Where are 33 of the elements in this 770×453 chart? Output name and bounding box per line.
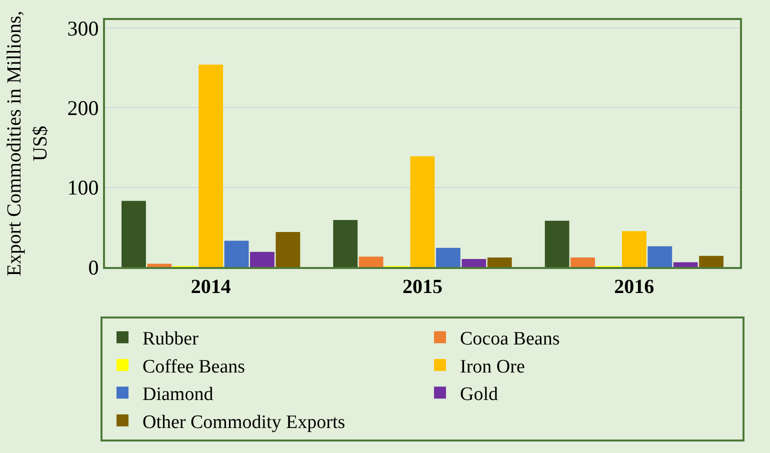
legend-label: Gold — [460, 384, 498, 406]
x-tick-label: 2016 — [614, 276, 654, 298]
x-tick-label: 2014 — [190, 276, 231, 298]
bar — [122, 200, 146, 267]
legend-label: Diamond — [142, 384, 214, 406]
bar — [544, 220, 570, 267]
x-tick-label: 2015 — [402, 276, 442, 298]
bar — [410, 156, 435, 267]
bar — [250, 252, 274, 267]
legend-label: Rubber — [142, 328, 200, 350]
legend-label: Other Commodity Exports — [142, 412, 346, 433]
bar — [622, 231, 646, 267]
legend-label: Coffee Beans — [142, 356, 246, 378]
y-tick-label: 100 — [67, 176, 99, 200]
bar — [673, 262, 698, 267]
bar — [699, 256, 724, 267]
bar — [198, 64, 224, 267]
bar — [487, 257, 512, 267]
bar — [224, 240, 249, 267]
bar — [436, 248, 460, 267]
y-tick-label: 0 — [88, 255, 99, 280]
bar — [462, 259, 486, 267]
bar — [358, 256, 384, 267]
bar — [276, 232, 300, 267]
y-axis-title: Export Commodities in Millions, US$ — [3, 10, 52, 276]
y-tick-label: 200 — [67, 96, 99, 120]
bar — [570, 257, 595, 267]
bar — [333, 220, 358, 267]
bar — [147, 264, 172, 267]
bar — [648, 246, 672, 267]
legend-label: Iron Ore — [460, 356, 525, 378]
y-tick-label: 300 — [67, 16, 99, 40]
legend-label: Cocoa Beans — [460, 328, 560, 350]
